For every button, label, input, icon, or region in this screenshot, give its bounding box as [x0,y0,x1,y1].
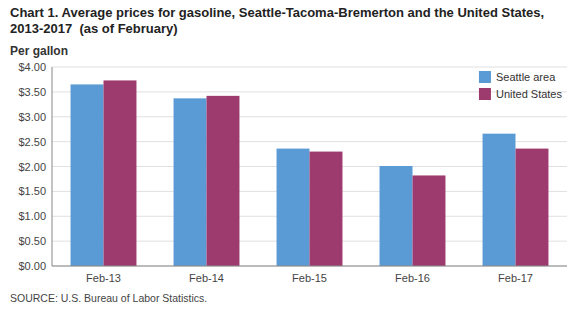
y-tick-label: $1.00 [18,210,46,222]
legend: Seattle area United States [479,71,563,100]
bar [207,96,240,266]
bar [104,80,137,266]
bar [483,134,516,266]
y-tick-label: $3.00 [18,111,46,123]
y-tick-label: $1.50 [18,185,46,197]
bar [310,152,343,266]
title-line: Chart 1. Average prices for gasoline, Se… [10,5,548,20]
y-tick-label: $2.50 [18,136,46,148]
grid-line [52,67,567,68]
y-tick-label: $0.50 [18,235,46,247]
legend-label: United States [496,88,563,100]
x-tick-label: Feb-14 [189,272,224,284]
legend-label: Seattle area [496,71,556,83]
y-axis-line [52,67,53,266]
grid-line [52,266,567,267]
bar [516,149,549,266]
y-tick-label: $0.00 [18,260,46,272]
title-line: 2013-2017 (as of February) [10,21,178,36]
legend-swatch [479,71,491,83]
y-axis-label: Per gallon [10,44,68,58]
x-tick-label: Feb-15 [292,272,327,284]
y-tick-label: $3.50 [18,86,46,98]
y-tick-label: $4.00 [18,61,46,73]
x-axis-line [52,266,567,267]
title: Chart 1. Average prices for gasoline, Se… [10,5,548,36]
legend-swatch [479,88,491,100]
x-tick-label: Feb-13 [86,272,121,284]
x-tick-label: Feb-17 [498,272,533,284]
bar [277,149,310,266]
bar [380,166,413,266]
bar [174,98,207,266]
y-tick-label: $2.00 [18,161,46,173]
bars [71,80,549,266]
grid [52,67,567,266]
bar [413,175,446,266]
x-tick-label: Feb-16 [395,272,430,284]
bar [71,84,104,266]
chart: Chart 1. Average prices for gasoline, Se… [0,0,579,310]
source: SOURCE: U.S. Bureau of Labor Statistics. [10,292,207,304]
